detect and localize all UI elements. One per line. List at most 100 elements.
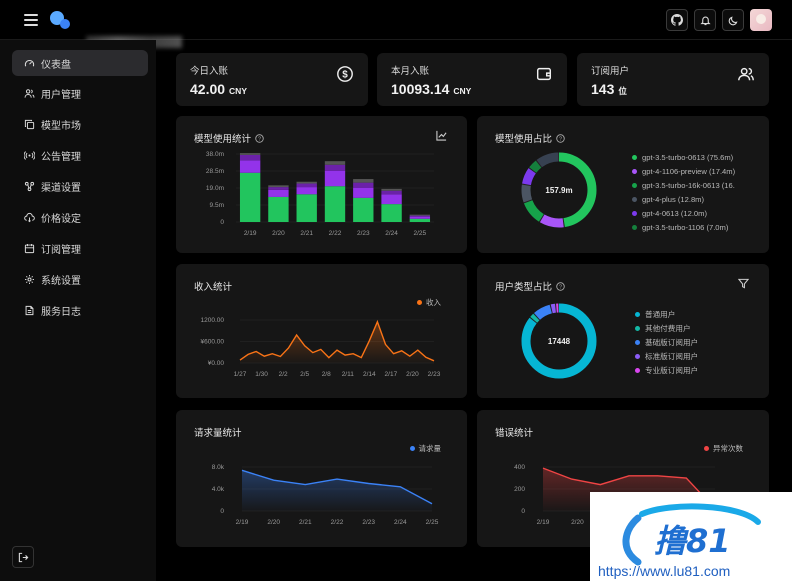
sidebar-item-label: 系统设置	[41, 275, 81, 287]
bar-segment	[353, 188, 374, 198]
model-share-card: 模型使用占比 ? 157.9m gpt-3.5-turbo-0613 (75.6…	[477, 116, 769, 253]
x-tick-label: 2/5	[300, 371, 309, 378]
legend-item[interactable]: 专业版订阅用户	[635, 363, 698, 377]
sidebar-item-label: 服务日志	[41, 306, 81, 318]
x-tick-label: 2/14	[363, 371, 376, 378]
bar-segment	[324, 186, 346, 222]
svg-text:?: ?	[559, 284, 562, 290]
legend-dot	[632, 182, 637, 188]
sidebar-item-pricing[interactable]: 价格设定	[12, 204, 148, 230]
legend-dot	[635, 353, 640, 359]
x-tick-label: 2/21	[299, 519, 312, 526]
bar-segment	[268, 189, 289, 197]
legend-dot	[635, 311, 640, 317]
user-type-legend: 普通用户其他付费用户 基础版订阅用户标准版订阅用户专业版订阅用户	[635, 307, 698, 377]
requests-chart: 8.0k 4.0k 0 2/19 2/20 2/21 2/22 2/23 2/24 2/25	[212, 464, 439, 526]
y-tick-label: 8.0k	[212, 464, 225, 471]
menu-icon[interactable]	[24, 14, 38, 26]
card-title: 错误统计	[495, 428, 534, 439]
donut-slice	[521, 303, 597, 379]
users-icon	[24, 88, 35, 98]
bar-segment	[353, 197, 374, 222]
help-icon[interactable]: ?	[255, 133, 264, 143]
sidebar-item-label: 用户管理	[41, 89, 81, 101]
requests-legend: 请求量	[409, 443, 441, 454]
dollar-circle-icon: $	[337, 66, 353, 82]
series-line	[241, 469, 433, 505]
top-actions	[666, 9, 772, 31]
channels-icon	[24, 181, 35, 191]
sidebar-item-label: 价格设定	[41, 213, 81, 225]
help-icon[interactable]: ?	[556, 133, 565, 143]
sidebar-item-label: 订阅管理	[41, 244, 81, 256]
sidebar-item-models[interactable]: 模型市场	[12, 111, 148, 137]
legend-item[interactable]: gpt-4-plus (12.8m)	[632, 192, 735, 206]
y-tick-label: 0	[220, 219, 224, 226]
y-tick-label: 0	[521, 508, 525, 515]
logout-button[interactable]	[12, 546, 34, 568]
series-line	[542, 467, 716, 510]
sidebar-item-label: 仪表盘	[41, 59, 71, 71]
svg-text:$: $	[342, 70, 348, 81]
bar-segment	[353, 179, 374, 183]
model-share-legend: gpt-3.5-turbo-0613 (75.6m) gpt-4-1106-pre…	[632, 150, 735, 234]
sidebar-item-dashboard[interactable]: 仪表盘	[12, 50, 148, 76]
sidebar-item-logs[interactable]: 服务日志	[12, 297, 148, 323]
legend-label: gpt-3.5-turbo-0613 (75.6m)	[642, 152, 734, 162]
legend-item[interactable]: 基础版订阅用户	[635, 335, 698, 349]
sidebar-item-subscriptions[interactable]: 订阅管理	[12, 235, 148, 261]
x-tick-label: 2/22	[331, 519, 344, 526]
legend-dot	[632, 224, 637, 230]
legend-item[interactable]: gpt-4-1106-preview (17.4m)	[632, 164, 735, 178]
bar-segment	[296, 183, 317, 188]
stat-label: 本月入账	[391, 66, 430, 77]
y-tick-label: 400	[514, 464, 525, 471]
logout-icon	[18, 552, 28, 562]
legend-item[interactable]: gpt-3.5-turbo-1106 (7.0m)	[632, 220, 735, 234]
donut-center-label: 17448	[548, 337, 571, 346]
legend-item[interactable]: gpt-3.5-turbo-0613 (75.6m)	[632, 150, 735, 164]
x-tick-label: 2/25	[414, 230, 427, 237]
bar-segment	[381, 190, 402, 195]
github-button[interactable]	[666, 9, 688, 31]
y-tick-label: ¥0.00	[208, 360, 225, 367]
legend-item[interactable]: gpt-4-0613 (12.0m)	[632, 206, 735, 220]
x-tick-label: 2/20	[406, 371, 419, 378]
sidebar-item-users[interactable]: 用户管理	[12, 80, 148, 106]
legend-label: 标准版订阅用户	[645, 351, 699, 361]
bell-icon	[699, 16, 711, 25]
legend-item[interactable]: 其他付费用户	[635, 321, 698, 335]
legend-item[interactable]: 普通用户	[635, 307, 698, 321]
legend-label: gpt-3.5-turbo-1106 (7.0m)	[642, 222, 729, 232]
donut-center-label: 157.9m	[545, 186, 572, 195]
x-tick-label: 2/23	[362, 519, 375, 526]
x-tick-label: 2/8	[322, 371, 331, 378]
bar-segment	[296, 187, 317, 195]
x-tick-label: 2/17	[385, 371, 398, 378]
y-tick-label: 200	[514, 486, 525, 493]
y-tick-label: 0	[220, 508, 224, 515]
chart-type-icon[interactable]	[436, 130, 447, 141]
notification-button[interactable]	[694, 9, 716, 31]
sidebar-item-announcements[interactable]: 公告管理	[12, 142, 148, 168]
help-icon[interactable]: ?	[556, 281, 565, 291]
filter-icon[interactable]	[738, 278, 749, 289]
avatar[interactable]	[750, 9, 772, 31]
legend-item[interactable]: gpt-3.5-turbo-16k-0613 (16.	[632, 178, 735, 192]
svg-text:?: ?	[258, 136, 261, 142]
copy-icon	[24, 119, 35, 129]
legend-label: 普通用户	[645, 309, 676, 319]
legend-label: gpt-4-plus (12.8m)	[642, 194, 705, 204]
bar-segment	[381, 188, 402, 191]
bar-segment	[409, 218, 431, 222]
sidebar-item-settings[interactable]: 系统设置	[12, 266, 148, 292]
y-tick-label: 28.5m	[206, 168, 224, 175]
stat-value: 42.00 CNY	[190, 81, 247, 97]
watermark: 撸81 https://www.lu81.com	[590, 492, 792, 581]
theme-toggle-button[interactable]	[722, 9, 744, 31]
x-tick-label: 1/27	[234, 371, 247, 378]
svg-text:https://www.lu81.com: https://www.lu81.com	[598, 563, 730, 579]
donut-slice	[521, 152, 597, 228]
sidebar-item-channels[interactable]: 渠道设置	[12, 173, 148, 199]
legend-item[interactable]: 标准版订阅用户	[635, 349, 698, 363]
